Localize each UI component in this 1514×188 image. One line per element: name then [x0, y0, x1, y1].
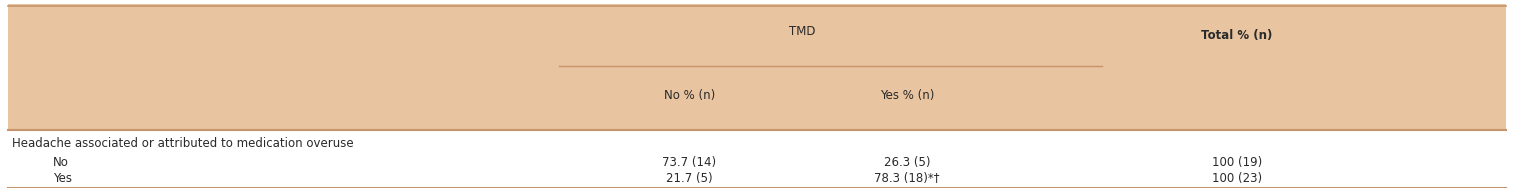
- Text: 100 (19): 100 (19): [1211, 156, 1261, 169]
- Text: 21.7 (5): 21.7 (5): [666, 172, 713, 185]
- Text: Yes: Yes: [53, 172, 71, 185]
- Text: No: No: [53, 156, 68, 169]
- Text: 73.7 (14): 73.7 (14): [663, 156, 716, 169]
- Text: Yes % (n): Yes % (n): [880, 89, 934, 102]
- Text: Total % (n): Total % (n): [1201, 29, 1272, 42]
- Text: No % (n): No % (n): [665, 89, 715, 102]
- Text: 26.3 (5): 26.3 (5): [884, 156, 930, 169]
- FancyBboxPatch shape: [8, 4, 1506, 130]
- Text: 100 (23): 100 (23): [1211, 172, 1261, 185]
- Text: 78.3 (18)*†: 78.3 (18)*†: [874, 172, 940, 185]
- Text: TMD: TMD: [789, 25, 815, 38]
- Text: Headache associated or attributed to medication overuse: Headache associated or attributed to med…: [12, 137, 354, 150]
